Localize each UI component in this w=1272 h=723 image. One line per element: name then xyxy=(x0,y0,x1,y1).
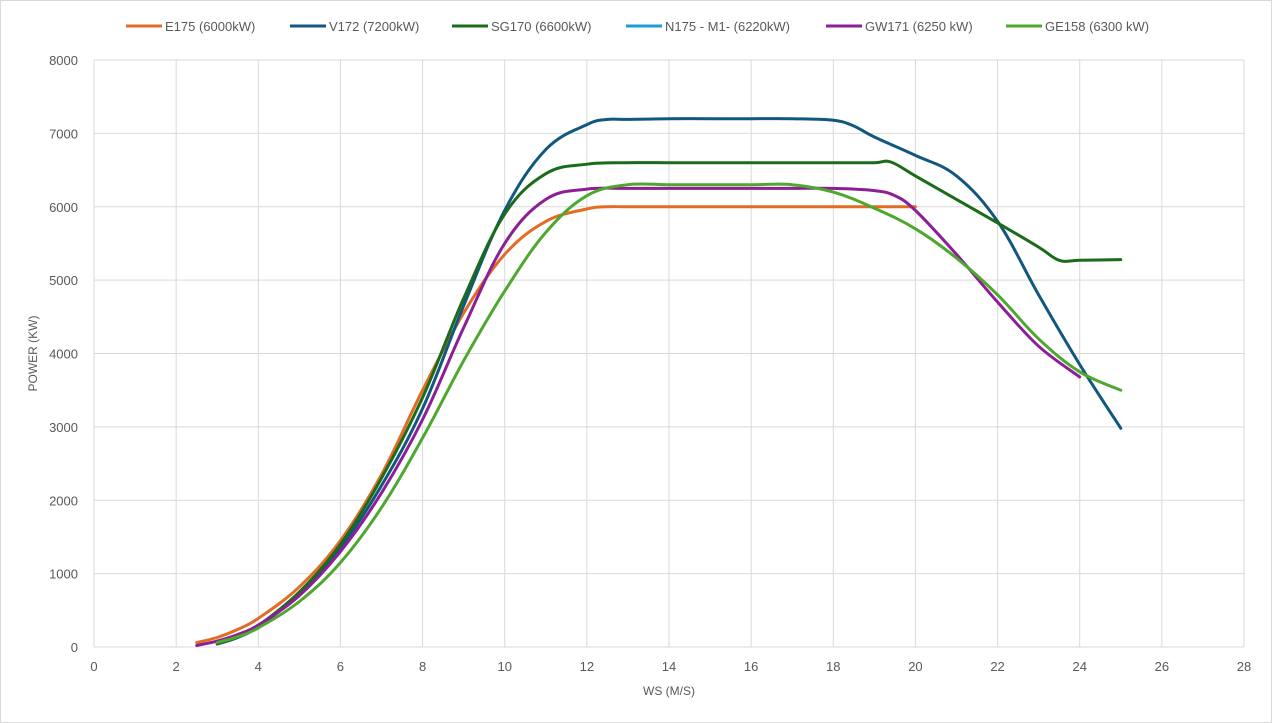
y-tick-label: 5000 xyxy=(49,273,78,288)
x-tick-label: 6 xyxy=(337,659,344,674)
x-tick-label: 18 xyxy=(826,659,840,674)
y-tick-label: 7000 xyxy=(49,126,78,141)
x-tick-label: 12 xyxy=(580,659,594,674)
series-line-sg170-6600kw xyxy=(215,159,1123,645)
x-tick-label: 28 xyxy=(1237,659,1251,674)
axis-ticks: 0 2 4 6 8 10 12 14 16 18 20 22 24 26 28010002000300040… xyxy=(49,53,1251,674)
x-tick-label: 24 xyxy=(1072,659,1086,674)
y-tick-label: 0 xyxy=(71,640,78,655)
grid-lines xyxy=(93,59,1245,648)
y-tick-label: 6000 xyxy=(49,200,78,215)
x-tick-label: 26 xyxy=(1155,659,1169,674)
legend-label-e175-6000kw: E175 (6000kW) xyxy=(165,19,255,34)
legend-label-ge158-6300-kw: GE158 (6300 kW) xyxy=(1045,19,1149,34)
x-tick-label: 16 xyxy=(744,659,758,674)
x-tick-label: 0 xyxy=(90,659,97,674)
series-line-ge158-6300-kw xyxy=(215,182,1123,645)
legend-label-v172-7200kw: V172 (7200kW) xyxy=(329,19,419,34)
y-axis-title: POWER (KW) xyxy=(26,316,40,392)
x-tick-label: 10 xyxy=(497,659,511,674)
y-tick-label: 4000 xyxy=(49,347,78,362)
series-line-v172-7200kw xyxy=(215,117,1123,646)
y-tick-label: 2000 xyxy=(49,493,78,508)
legend: E175 (6000kW) V172 (7200kW) SG170 (6600kW)… xyxy=(126,19,1149,34)
x-tick-label: 22 xyxy=(990,659,1004,674)
x-tick-label: 14 xyxy=(662,659,676,674)
series-lines xyxy=(195,117,1123,647)
y-tick-label: 1000 xyxy=(49,567,78,582)
x-tick-label: 8 xyxy=(419,659,426,674)
x-axis-title: WS (M/S) xyxy=(643,684,695,698)
y-tick-label: 8000 xyxy=(49,53,78,68)
legend-label-sg170-6600kw: SG170 (6600kW) xyxy=(491,19,591,34)
legend-label-n175-m1-6220kw: N175 - M1- (6220kW) xyxy=(665,19,790,34)
y-tick-label: 3000 xyxy=(49,420,78,435)
series-line-e175-6000kw xyxy=(195,205,917,645)
x-tick-label: 20 xyxy=(908,659,922,674)
x-tick-label: 2 xyxy=(173,659,180,674)
legend-label-gw171-6250-kw: GW171 (6250 kW) xyxy=(865,19,973,34)
x-tick-label: 4 xyxy=(255,659,262,674)
